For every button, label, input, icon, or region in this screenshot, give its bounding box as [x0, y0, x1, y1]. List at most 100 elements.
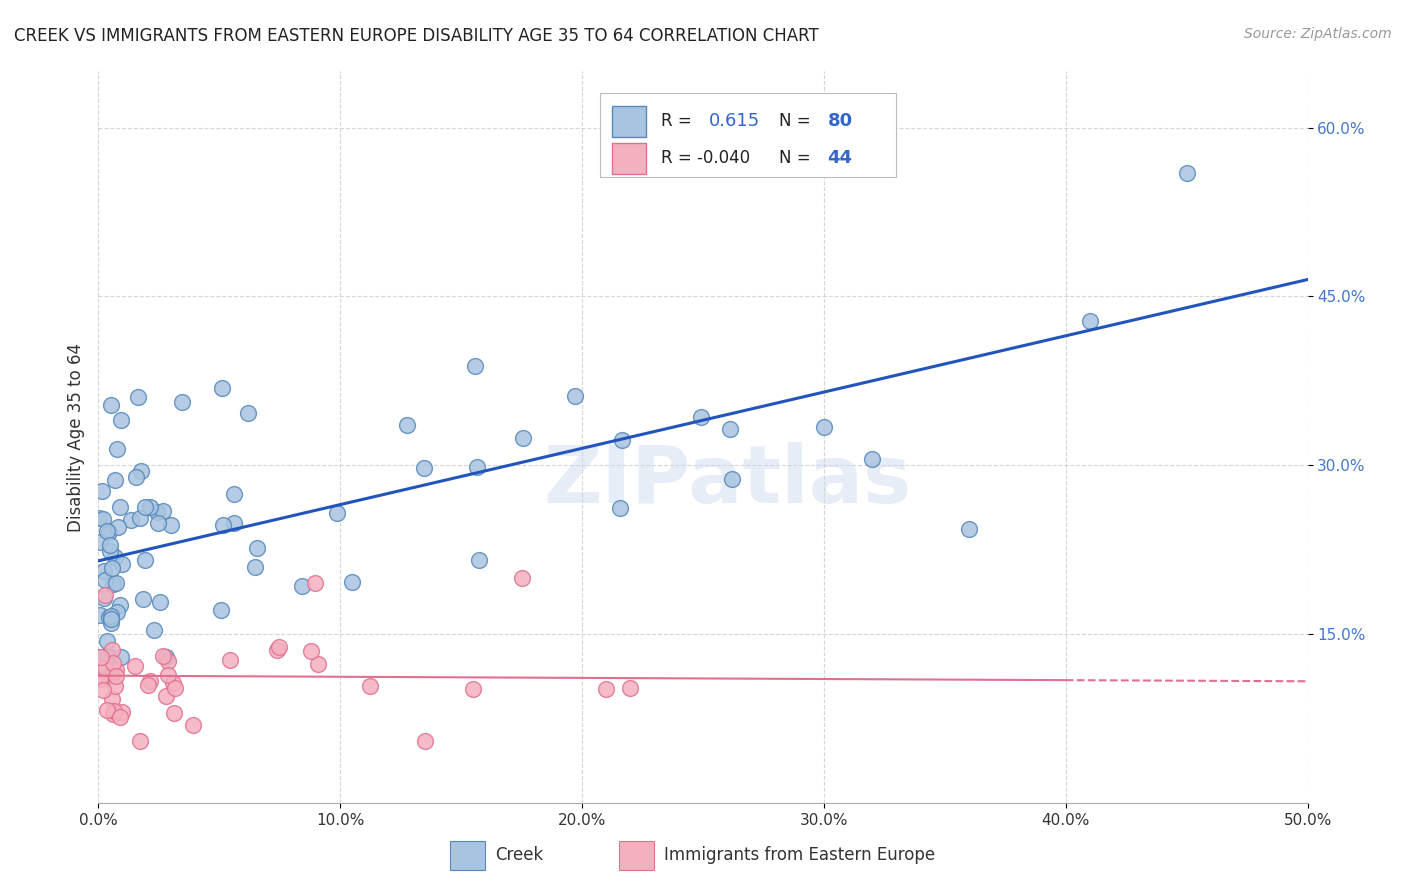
- Point: [152, 649, 174, 664]
- Point: [127, 390, 149, 404]
- Text: 80: 80: [828, 112, 852, 130]
- Point: [224, 516, 246, 530]
- Point: [101, 706, 124, 721]
- Point: [464, 359, 486, 373]
- Point: [103, 705, 125, 719]
- Text: N =: N =: [779, 112, 811, 130]
- Point: [104, 474, 127, 488]
- Point: [111, 558, 134, 572]
- Point: [155, 649, 177, 664]
- Point: [340, 574, 363, 589]
- Text: CREEK VS IMMIGRANTS FROM EASTERN EUROPE DISABILITY AGE 35 TO 64 CORRELATION CHAR: CREEK VS IMMIGRANTS FROM EASTERN EUROPE …: [14, 27, 818, 45]
- Point: [156, 667, 179, 681]
- Point: [108, 710, 131, 724]
- Point: [101, 643, 124, 657]
- Point: [209, 602, 232, 616]
- Point: [110, 500, 132, 514]
- Point: [463, 682, 485, 697]
- Point: [89, 535, 111, 549]
- Text: R =: R =: [661, 112, 692, 130]
- Point: [128, 511, 150, 525]
- FancyBboxPatch shape: [613, 143, 647, 174]
- Point: [219, 653, 242, 667]
- Point: [148, 516, 170, 530]
- Point: [105, 669, 128, 683]
- Point: [104, 549, 127, 564]
- Point: [266, 643, 288, 657]
- Point: [162, 676, 184, 690]
- Point: [104, 576, 127, 591]
- Point: [96, 703, 118, 717]
- Text: ZIPatlas: ZIPatlas: [543, 442, 911, 520]
- Point: [89, 673, 111, 687]
- Point: [101, 577, 124, 591]
- Point: [125, 470, 148, 484]
- Point: [181, 718, 204, 732]
- Text: Source: ZipAtlas.com: Source: ZipAtlas.com: [1244, 27, 1392, 41]
- Point: [1078, 314, 1101, 328]
- Point: [957, 523, 980, 537]
- Point: [100, 609, 122, 624]
- Point: [96, 634, 118, 648]
- Text: R = -0.040: R = -0.040: [661, 149, 749, 167]
- Point: [1175, 166, 1198, 180]
- Point: [90, 671, 112, 685]
- Point: [720, 472, 742, 486]
- Point: [89, 659, 111, 673]
- Point: [291, 579, 314, 593]
- FancyBboxPatch shape: [613, 106, 647, 137]
- Point: [90, 649, 112, 664]
- Point: [149, 595, 172, 609]
- Point: [93, 591, 115, 605]
- Point: [224, 487, 246, 501]
- Point: [93, 683, 115, 698]
- Point: [93, 565, 115, 579]
- Point: [465, 460, 488, 475]
- Point: [104, 663, 127, 677]
- Point: [307, 657, 329, 671]
- Point: [100, 668, 122, 682]
- FancyBboxPatch shape: [600, 94, 897, 178]
- Point: [94, 671, 117, 685]
- Text: 0.615: 0.615: [709, 112, 761, 130]
- Point: [94, 649, 117, 664]
- Point: [111, 706, 134, 720]
- Point: [165, 681, 187, 695]
- Y-axis label: Disability Age 35 to 64: Disability Age 35 to 64: [66, 343, 84, 532]
- Point: [718, 422, 741, 436]
- Point: [689, 409, 711, 424]
- Point: [98, 649, 121, 664]
- Point: [94, 588, 117, 602]
- Text: Immigrants from Eastern Europe: Immigrants from Eastern Europe: [664, 847, 935, 864]
- Point: [100, 692, 122, 706]
- Point: [134, 500, 156, 514]
- Text: 44: 44: [828, 149, 852, 167]
- Point: [246, 541, 269, 556]
- Point: [100, 398, 122, 412]
- Point: [138, 678, 160, 692]
- Point: [87, 510, 110, 524]
- Point: [129, 464, 152, 478]
- Point: [236, 406, 259, 420]
- Point: [467, 553, 489, 567]
- Point: [98, 543, 121, 558]
- Point: [96, 524, 118, 538]
- Point: [110, 598, 132, 612]
- Point: [267, 640, 290, 654]
- Point: [98, 609, 121, 624]
- Point: [211, 518, 233, 533]
- Point: [512, 431, 534, 445]
- Point: [243, 560, 266, 574]
- Point: [89, 649, 111, 664]
- Point: [304, 576, 326, 591]
- Point: [860, 452, 883, 467]
- Point: [98, 525, 121, 540]
- Point: [395, 417, 418, 432]
- Point: [143, 623, 166, 637]
- Point: [326, 507, 349, 521]
- Point: [413, 734, 436, 748]
- Point: [595, 681, 617, 696]
- Point: [139, 673, 162, 688]
- Point: [619, 681, 641, 696]
- Point: [211, 381, 233, 395]
